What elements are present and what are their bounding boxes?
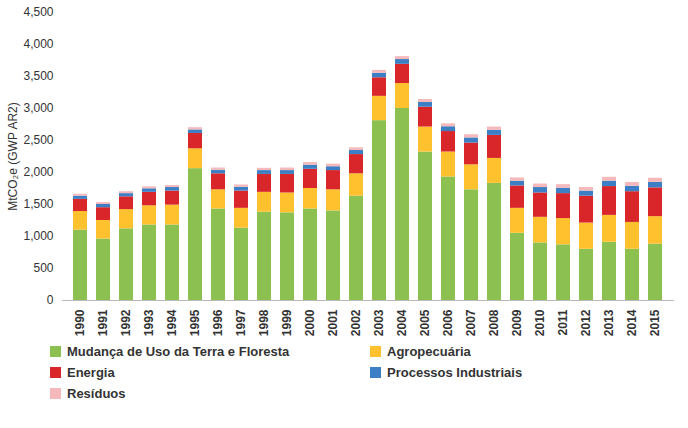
svg-text:1999: 1999 (280, 309, 294, 336)
svg-text:2,500: 2,500 (23, 133, 53, 147)
svg-text:2011: 2011 (556, 309, 570, 335)
svg-text:1993: 1993 (142, 309, 156, 336)
html-text:Agropecuária: Agropecuária (387, 344, 471, 359)
svg-text:1990: 1990 (73, 309, 87, 336)
svg-text:3,500: 3,500 (23, 69, 53, 83)
svg-text:2013: 2013 (602, 309, 616, 336)
svg-text:2001: 2001 (326, 309, 340, 336)
svg-text:1995: 1995 (188, 309, 202, 336)
svg-text:1997: 1997 (234, 309, 248, 336)
svg-text:2014: 2014 (625, 309, 639, 336)
html-text:Mudança de Uso da Terra e Flor: Mudança de Uso da Terra e Floresta (67, 344, 290, 359)
svg-text:1998: 1998 (257, 309, 271, 336)
svg-text:2004: 2004 (395, 309, 409, 336)
svg-text:2007: 2007 (464, 309, 478, 336)
svg-text:1,000: 1,000 (23, 229, 53, 243)
svg-text:0: 0 (47, 293, 54, 307)
svg-text:2012: 2012 (579, 309, 593, 336)
svg-text:500: 500 (33, 261, 53, 275)
svg-text:1994: 1994 (165, 309, 179, 336)
svg-text:MtCO₂e (GWP AR2): MtCO₂e (GWP AR2) (6, 102, 20, 210)
svg-text:2005: 2005 (418, 309, 432, 336)
svg-text:2008: 2008 (487, 309, 501, 336)
svg-text:2015: 2015 (648, 309, 662, 336)
svg-text:1992: 1992 (119, 309, 133, 336)
svg-text:2002: 2002 (349, 309, 363, 336)
svg-text:2009: 2009 (510, 309, 524, 336)
svg-text:1991: 1991 (96, 309, 110, 336)
svg-text:2003: 2003 (372, 309, 386, 336)
svg-text:2010: 2010 (533, 309, 547, 336)
svg-text:4,000: 4,000 (23, 37, 53, 51)
svg-text:2006: 2006 (441, 309, 455, 336)
svg-text:2,000: 2,000 (23, 165, 53, 179)
svg-text:2000: 2000 (303, 309, 317, 336)
svg-text:1996: 1996 (211, 309, 225, 336)
html-text:Energia: Energia (67, 365, 115, 380)
svg-text:3,000: 3,000 (23, 101, 53, 115)
svg-text:4,500: 4,500 (23, 5, 53, 19)
html-text:Resíduos: Resíduos (67, 386, 126, 401)
html-text:Processos Industriais: Processos Industriais (387, 365, 523, 380)
svg-text:1,500: 1,500 (23, 197, 53, 211)
